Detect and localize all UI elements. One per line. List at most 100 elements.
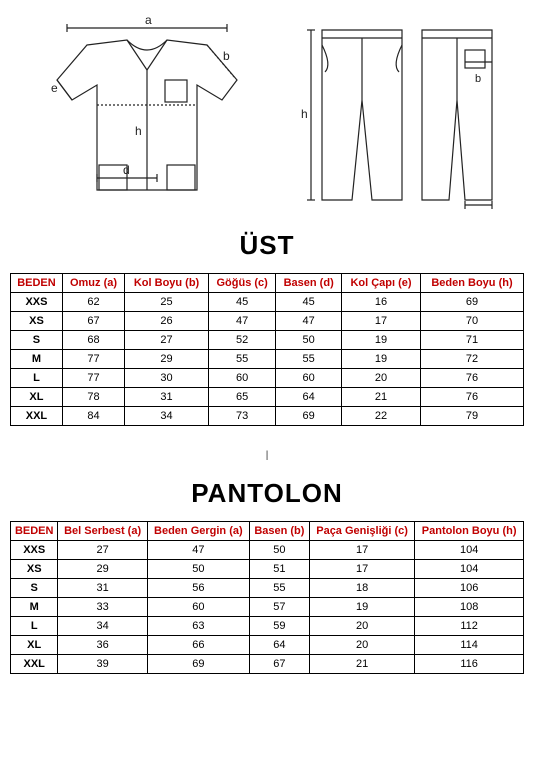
value-cell: 17 <box>342 312 421 331</box>
value-cell: 66 <box>147 636 249 655</box>
value-cell: 52 <box>209 331 276 350</box>
value-cell: 25 <box>125 293 209 312</box>
value-cell: 76 <box>420 388 523 407</box>
value-cell: 63 <box>147 617 249 636</box>
value-cell: 60 <box>209 369 276 388</box>
svg-text:a: a <box>145 13 152 27</box>
ust-table: BEDENOmuz (a)Kol Boyu (b)Göğüs (c)Basen … <box>10 273 524 426</box>
size-cell: L <box>11 617 58 636</box>
table-row: S31565518106 <box>11 579 524 598</box>
svg-text:h: h <box>301 107 308 121</box>
size-cell: M <box>11 598 58 617</box>
col-header: Kol Çapı (e) <box>342 274 421 293</box>
value-cell: 106 <box>415 579 524 598</box>
value-cell: 34 <box>58 617 147 636</box>
table-row: M33605719108 <box>11 598 524 617</box>
value-cell: 17 <box>309 541 414 560</box>
value-cell: 19 <box>342 331 421 350</box>
value-cell: 22 <box>342 407 421 426</box>
ust-title: ÜST <box>10 230 524 261</box>
col-header: Kol Boyu (b) <box>125 274 209 293</box>
table-row: XL783165642176 <box>11 388 524 407</box>
size-cell: S <box>11 579 58 598</box>
value-cell: 33 <box>58 598 147 617</box>
svg-text:d: d <box>123 163 130 177</box>
diagrams-row: a h b e d <box>10 10 524 220</box>
value-cell: 62 <box>62 293 124 312</box>
value-cell: 69 <box>420 293 523 312</box>
table-row: XXL39696721116 <box>11 655 524 674</box>
value-cell: 16 <box>342 293 421 312</box>
value-cell: 76 <box>420 369 523 388</box>
value-cell: 20 <box>309 617 414 636</box>
col-header: Basen (b) <box>249 522 309 541</box>
value-cell: 57 <box>249 598 309 617</box>
table-row: XXS27475017104 <box>11 541 524 560</box>
value-cell: 73 <box>209 407 276 426</box>
col-header: Paça Genişliği (c) <box>309 522 414 541</box>
value-cell: 65 <box>209 388 276 407</box>
value-cell: 104 <box>415 541 524 560</box>
size-cell: XS <box>11 312 63 331</box>
table-row: XL36666420114 <box>11 636 524 655</box>
value-cell: 47 <box>276 312 342 331</box>
size-cell: XXS <box>11 293 63 312</box>
value-cell: 69 <box>276 407 342 426</box>
svg-text:h: h <box>135 124 142 138</box>
value-cell: 68 <box>62 331 124 350</box>
value-cell: 34 <box>125 407 209 426</box>
table-row: XS29505117104 <box>11 560 524 579</box>
value-cell: 77 <box>62 369 124 388</box>
size-cell: XL <box>11 636 58 655</box>
size-cell: XXL <box>11 655 58 674</box>
pantolon-title: PANTOLON <box>10 478 524 509</box>
value-cell: 20 <box>309 636 414 655</box>
value-cell: 56 <box>147 579 249 598</box>
size-cell: S <box>11 331 63 350</box>
value-cell: 36 <box>58 636 147 655</box>
value-cell: 26 <box>125 312 209 331</box>
shirt-diagram: a h b e d <box>27 10 267 220</box>
value-cell: 59 <box>249 617 309 636</box>
value-cell: 17 <box>309 560 414 579</box>
pantolon-table: BEDENBel Serbest (a)Beden Gergin (a)Base… <box>10 521 524 674</box>
col-header: BEDEN <box>11 274 63 293</box>
col-header: Pantolon Boyu (h) <box>415 522 524 541</box>
size-cell: XL <box>11 388 63 407</box>
table-row: L773060602076 <box>11 369 524 388</box>
value-cell: 116 <box>415 655 524 674</box>
col-header: Omuz (a) <box>62 274 124 293</box>
size-cell: XXL <box>11 407 63 426</box>
value-cell: 31 <box>125 388 209 407</box>
value-cell: 50 <box>249 541 309 560</box>
value-cell: 112 <box>415 617 524 636</box>
value-cell: 55 <box>249 579 309 598</box>
table-row: M772955551972 <box>11 350 524 369</box>
value-cell: 45 <box>209 293 276 312</box>
value-cell: 27 <box>125 331 209 350</box>
value-cell: 21 <box>309 655 414 674</box>
value-cell: 29 <box>58 560 147 579</box>
svg-text:b: b <box>223 49 230 63</box>
col-header: Basen (d) <box>276 274 342 293</box>
value-cell: 21 <box>342 388 421 407</box>
col-header: BEDEN <box>11 522 58 541</box>
value-cell: 55 <box>209 350 276 369</box>
value-cell: 70 <box>420 312 523 331</box>
size-cell: L <box>11 369 63 388</box>
value-cell: 50 <box>147 560 249 579</box>
table-row: XXL843473692279 <box>11 407 524 426</box>
col-header: Beden Gergin (a) <box>147 522 249 541</box>
table-row: XXS622545451669 <box>11 293 524 312</box>
value-cell: 51 <box>249 560 309 579</box>
value-cell: 114 <box>415 636 524 655</box>
value-cell: 64 <box>249 636 309 655</box>
value-cell: 69 <box>147 655 249 674</box>
value-cell: 31 <box>58 579 147 598</box>
value-cell: 45 <box>276 293 342 312</box>
svg-text:e: e <box>51 81 58 95</box>
value-cell: 27 <box>58 541 147 560</box>
size-cell: M <box>11 350 63 369</box>
value-cell: 20 <box>342 369 421 388</box>
value-cell: 60 <box>276 369 342 388</box>
